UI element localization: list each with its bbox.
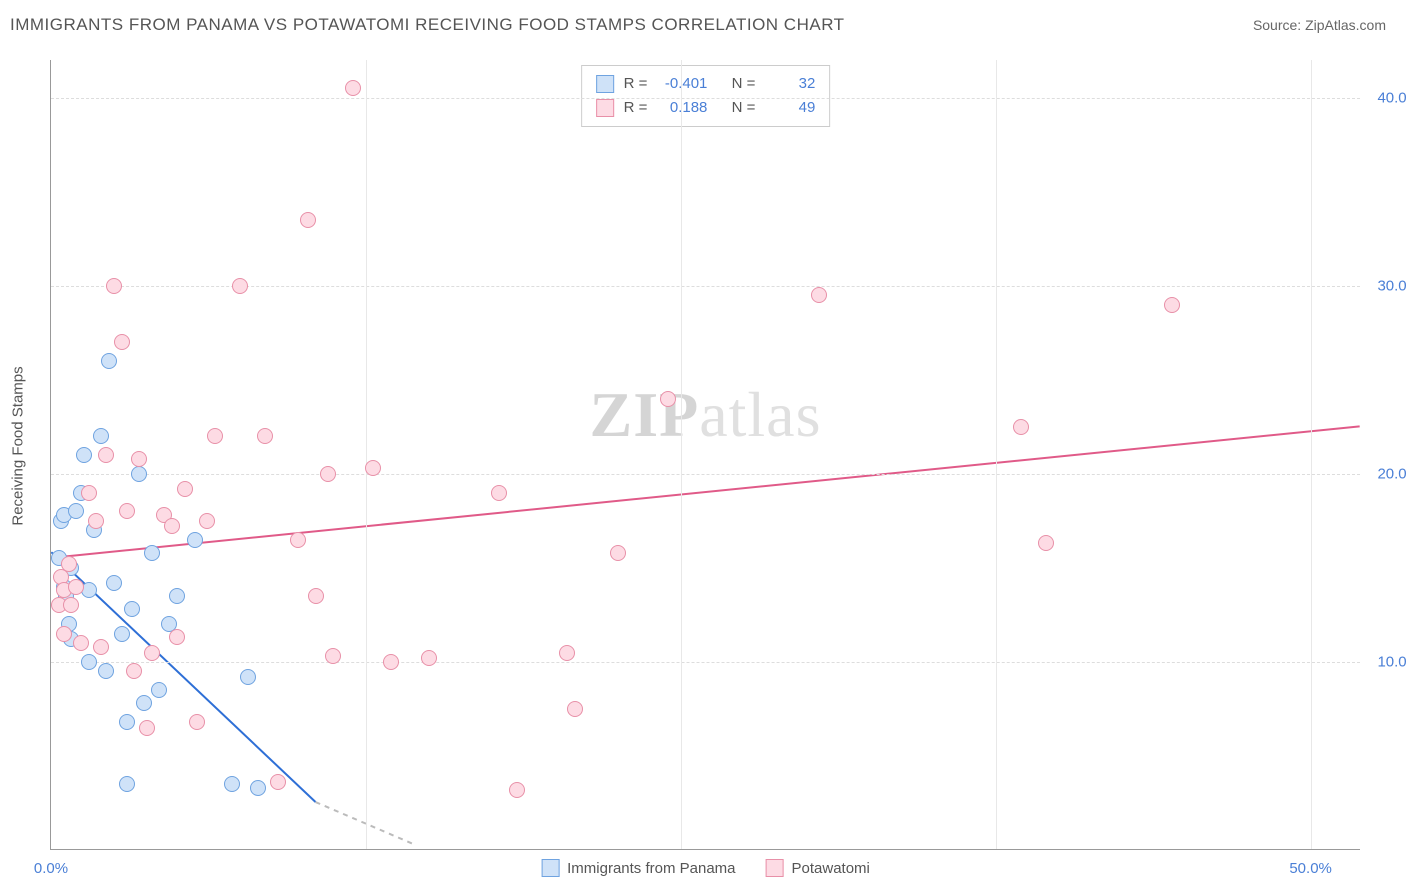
x-tick-label: 0.0%	[34, 860, 68, 877]
data-point-panama	[101, 353, 117, 369]
data-point-panama	[136, 695, 152, 711]
data-point-panama	[106, 575, 122, 591]
data-point-potawatomi	[63, 597, 79, 613]
data-point-potawatomi	[811, 287, 827, 303]
data-point-panama	[119, 776, 135, 792]
data-point-potawatomi	[610, 545, 626, 561]
swatch-panama-bottom	[541, 859, 559, 877]
chart-title: IMMIGRANTS FROM PANAMA VS POTAWATOMI REC…	[10, 15, 845, 35]
scatter-chart: ZIPatlas R = -0.401 N = 32 R = 0.188 N =…	[50, 60, 1360, 850]
data-point-potawatomi	[68, 579, 84, 595]
y-tick-label: 20.0%	[1365, 465, 1406, 482]
data-point-potawatomi	[61, 556, 77, 572]
data-point-potawatomi	[207, 428, 223, 444]
correlation-legend: R = -0.401 N = 32 R = 0.188 N = 49	[581, 65, 831, 127]
data-point-potawatomi	[56, 626, 72, 642]
data-point-panama	[169, 588, 185, 604]
data-point-panama	[144, 545, 160, 561]
data-point-potawatomi	[290, 532, 306, 548]
data-point-potawatomi	[308, 588, 324, 604]
legend-row-potawatomi: R = 0.188 N = 49	[596, 96, 816, 120]
data-point-potawatomi	[270, 774, 286, 790]
trend-lines	[51, 60, 1360, 849]
data-point-potawatomi	[126, 663, 142, 679]
data-point-panama	[98, 663, 114, 679]
data-point-potawatomi	[119, 503, 135, 519]
data-point-potawatomi	[300, 212, 316, 228]
data-point-potawatomi	[98, 447, 114, 463]
data-point-potawatomi	[1038, 535, 1054, 551]
data-point-panama	[151, 682, 167, 698]
data-point-potawatomi	[73, 635, 89, 651]
watermark: ZIPatlas	[590, 378, 822, 452]
data-point-potawatomi	[144, 645, 160, 661]
data-point-panama	[187, 532, 203, 548]
chart-header: IMMIGRANTS FROM PANAMA VS POTAWATOMI REC…	[0, 0, 1406, 50]
data-point-potawatomi	[567, 701, 583, 717]
data-point-potawatomi	[88, 513, 104, 529]
data-point-potawatomi	[164, 518, 180, 534]
swatch-panama	[596, 75, 614, 93]
data-point-potawatomi	[660, 391, 676, 407]
data-point-panama	[131, 466, 147, 482]
legend-item-potawatomi: Potawatomi	[766, 859, 870, 877]
data-point-potawatomi	[491, 485, 507, 501]
swatch-potawatomi	[596, 99, 614, 117]
y-axis-label: Receiving Food Stamps	[10, 366, 27, 525]
data-point-potawatomi	[325, 648, 341, 664]
data-point-panama	[124, 601, 140, 617]
data-point-panama	[68, 503, 84, 519]
data-point-potawatomi	[345, 80, 361, 96]
data-point-potawatomi	[114, 334, 130, 350]
data-point-potawatomi	[169, 629, 185, 645]
x-tick-label: 50.0%	[1289, 860, 1332, 877]
data-point-potawatomi	[189, 714, 205, 730]
data-point-potawatomi	[232, 278, 248, 294]
y-tick-label: 40.0%	[1365, 89, 1406, 106]
swatch-potawatomi-bottom	[766, 859, 784, 877]
data-point-panama	[250, 780, 266, 796]
data-point-potawatomi	[365, 460, 381, 476]
data-point-panama	[114, 626, 130, 642]
y-tick-label: 10.0%	[1365, 653, 1406, 670]
y-tick-label: 30.0%	[1365, 277, 1406, 294]
data-point-panama	[240, 669, 256, 685]
data-point-potawatomi	[199, 513, 215, 529]
source-label: Source: ZipAtlas.com	[1253, 17, 1386, 33]
data-point-potawatomi	[320, 466, 336, 482]
data-point-potawatomi	[81, 485, 97, 501]
data-point-potawatomi	[177, 481, 193, 497]
data-point-potawatomi	[383, 654, 399, 670]
series-legend: Immigrants from Panama Potawatomi	[541, 859, 870, 877]
data-point-potawatomi	[93, 639, 109, 655]
data-point-potawatomi	[509, 782, 525, 798]
legend-row-panama: R = -0.401 N = 32	[596, 72, 816, 96]
data-point-potawatomi	[559, 645, 575, 661]
data-point-potawatomi	[1164, 297, 1180, 313]
data-point-potawatomi	[421, 650, 437, 666]
data-point-panama	[93, 428, 109, 444]
data-point-potawatomi	[1013, 419, 1029, 435]
data-point-potawatomi	[139, 720, 155, 736]
data-point-panama	[119, 714, 135, 730]
data-point-potawatomi	[257, 428, 273, 444]
data-point-panama	[224, 776, 240, 792]
data-point-panama	[81, 654, 97, 670]
data-point-panama	[76, 447, 92, 463]
legend-item-panama: Immigrants from Panama	[541, 859, 735, 877]
data-point-potawatomi	[131, 451, 147, 467]
data-point-potawatomi	[106, 278, 122, 294]
